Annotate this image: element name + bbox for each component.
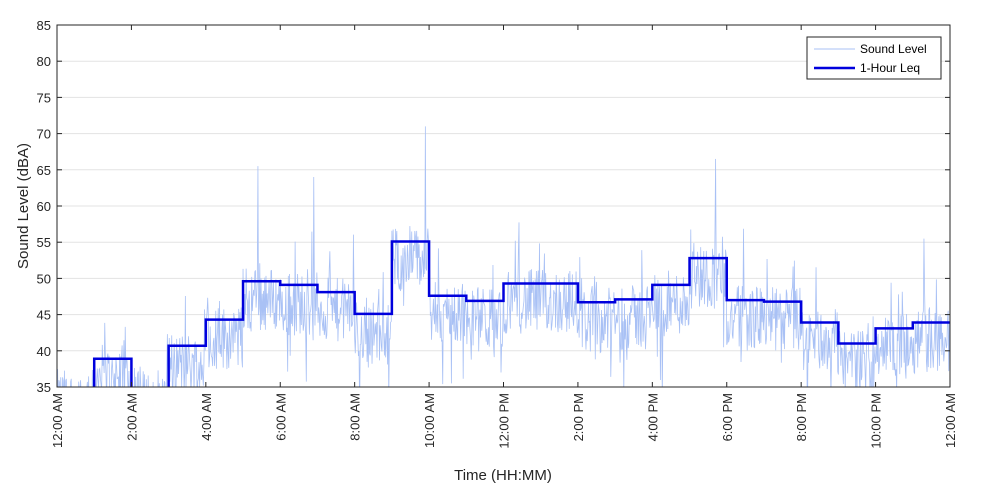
x-tick-label: 6:00 AM	[273, 393, 288, 441]
x-tick-label: 4:00 PM	[645, 393, 660, 441]
legend: Sound Level 1-Hour Leq	[806, 36, 942, 80]
y-tick-label: 40	[37, 344, 51, 359]
legend-label-sound-level: Sound Level	[860, 42, 927, 56]
x-tick-label: 2:00 PM	[571, 393, 586, 441]
y-tick-label: 50	[37, 271, 51, 286]
x-tick-label: 10:00 PM	[869, 393, 884, 449]
x-tick-label: 12:00 PM	[497, 393, 512, 449]
y-tick-label: 60	[37, 199, 51, 214]
y-tick-label: 80	[37, 54, 51, 69]
axes	[56, 24, 951, 388]
y-tick-label: 65	[37, 163, 51, 178]
x-tick-label: 2:00 AM	[124, 393, 139, 441]
y-tick-label: 55	[37, 235, 51, 250]
leq-step-line	[92, 240, 950, 387]
x-axis-title: Time (HH:MM)	[454, 467, 552, 484]
x-tick-label: 8:00 AM	[348, 393, 363, 441]
y-axis-title: Sound Level (dBA)	[15, 143, 32, 269]
x-tick-label: 6:00 PM	[720, 393, 735, 441]
tick-labels: 35 40 45 50 55 60 65 70 75 80 85 12:00 AM 2:00 AM 4:0…	[37, 18, 958, 449]
y-tick-label: 85	[37, 18, 51, 33]
leq-series	[92, 240, 950, 387]
x-tick-label: 10:00 AM	[422, 393, 437, 448]
y-tick-label: 70	[37, 127, 51, 142]
x-tick-label: 4:00 AM	[199, 393, 214, 441]
y-tick-label: 45	[37, 308, 51, 323]
legend-box	[806, 36, 942, 80]
x-tick-label: 12:00 AM	[50, 393, 65, 448]
x-tick-label: 12:00 AM	[943, 393, 958, 448]
y-tick-label: 75	[37, 90, 51, 105]
legend-label-leq: 1-Hour Leq	[860, 61, 920, 75]
x-tick-label: 8:00 PM	[794, 393, 809, 441]
y-tick-label: 35	[37, 380, 51, 395]
